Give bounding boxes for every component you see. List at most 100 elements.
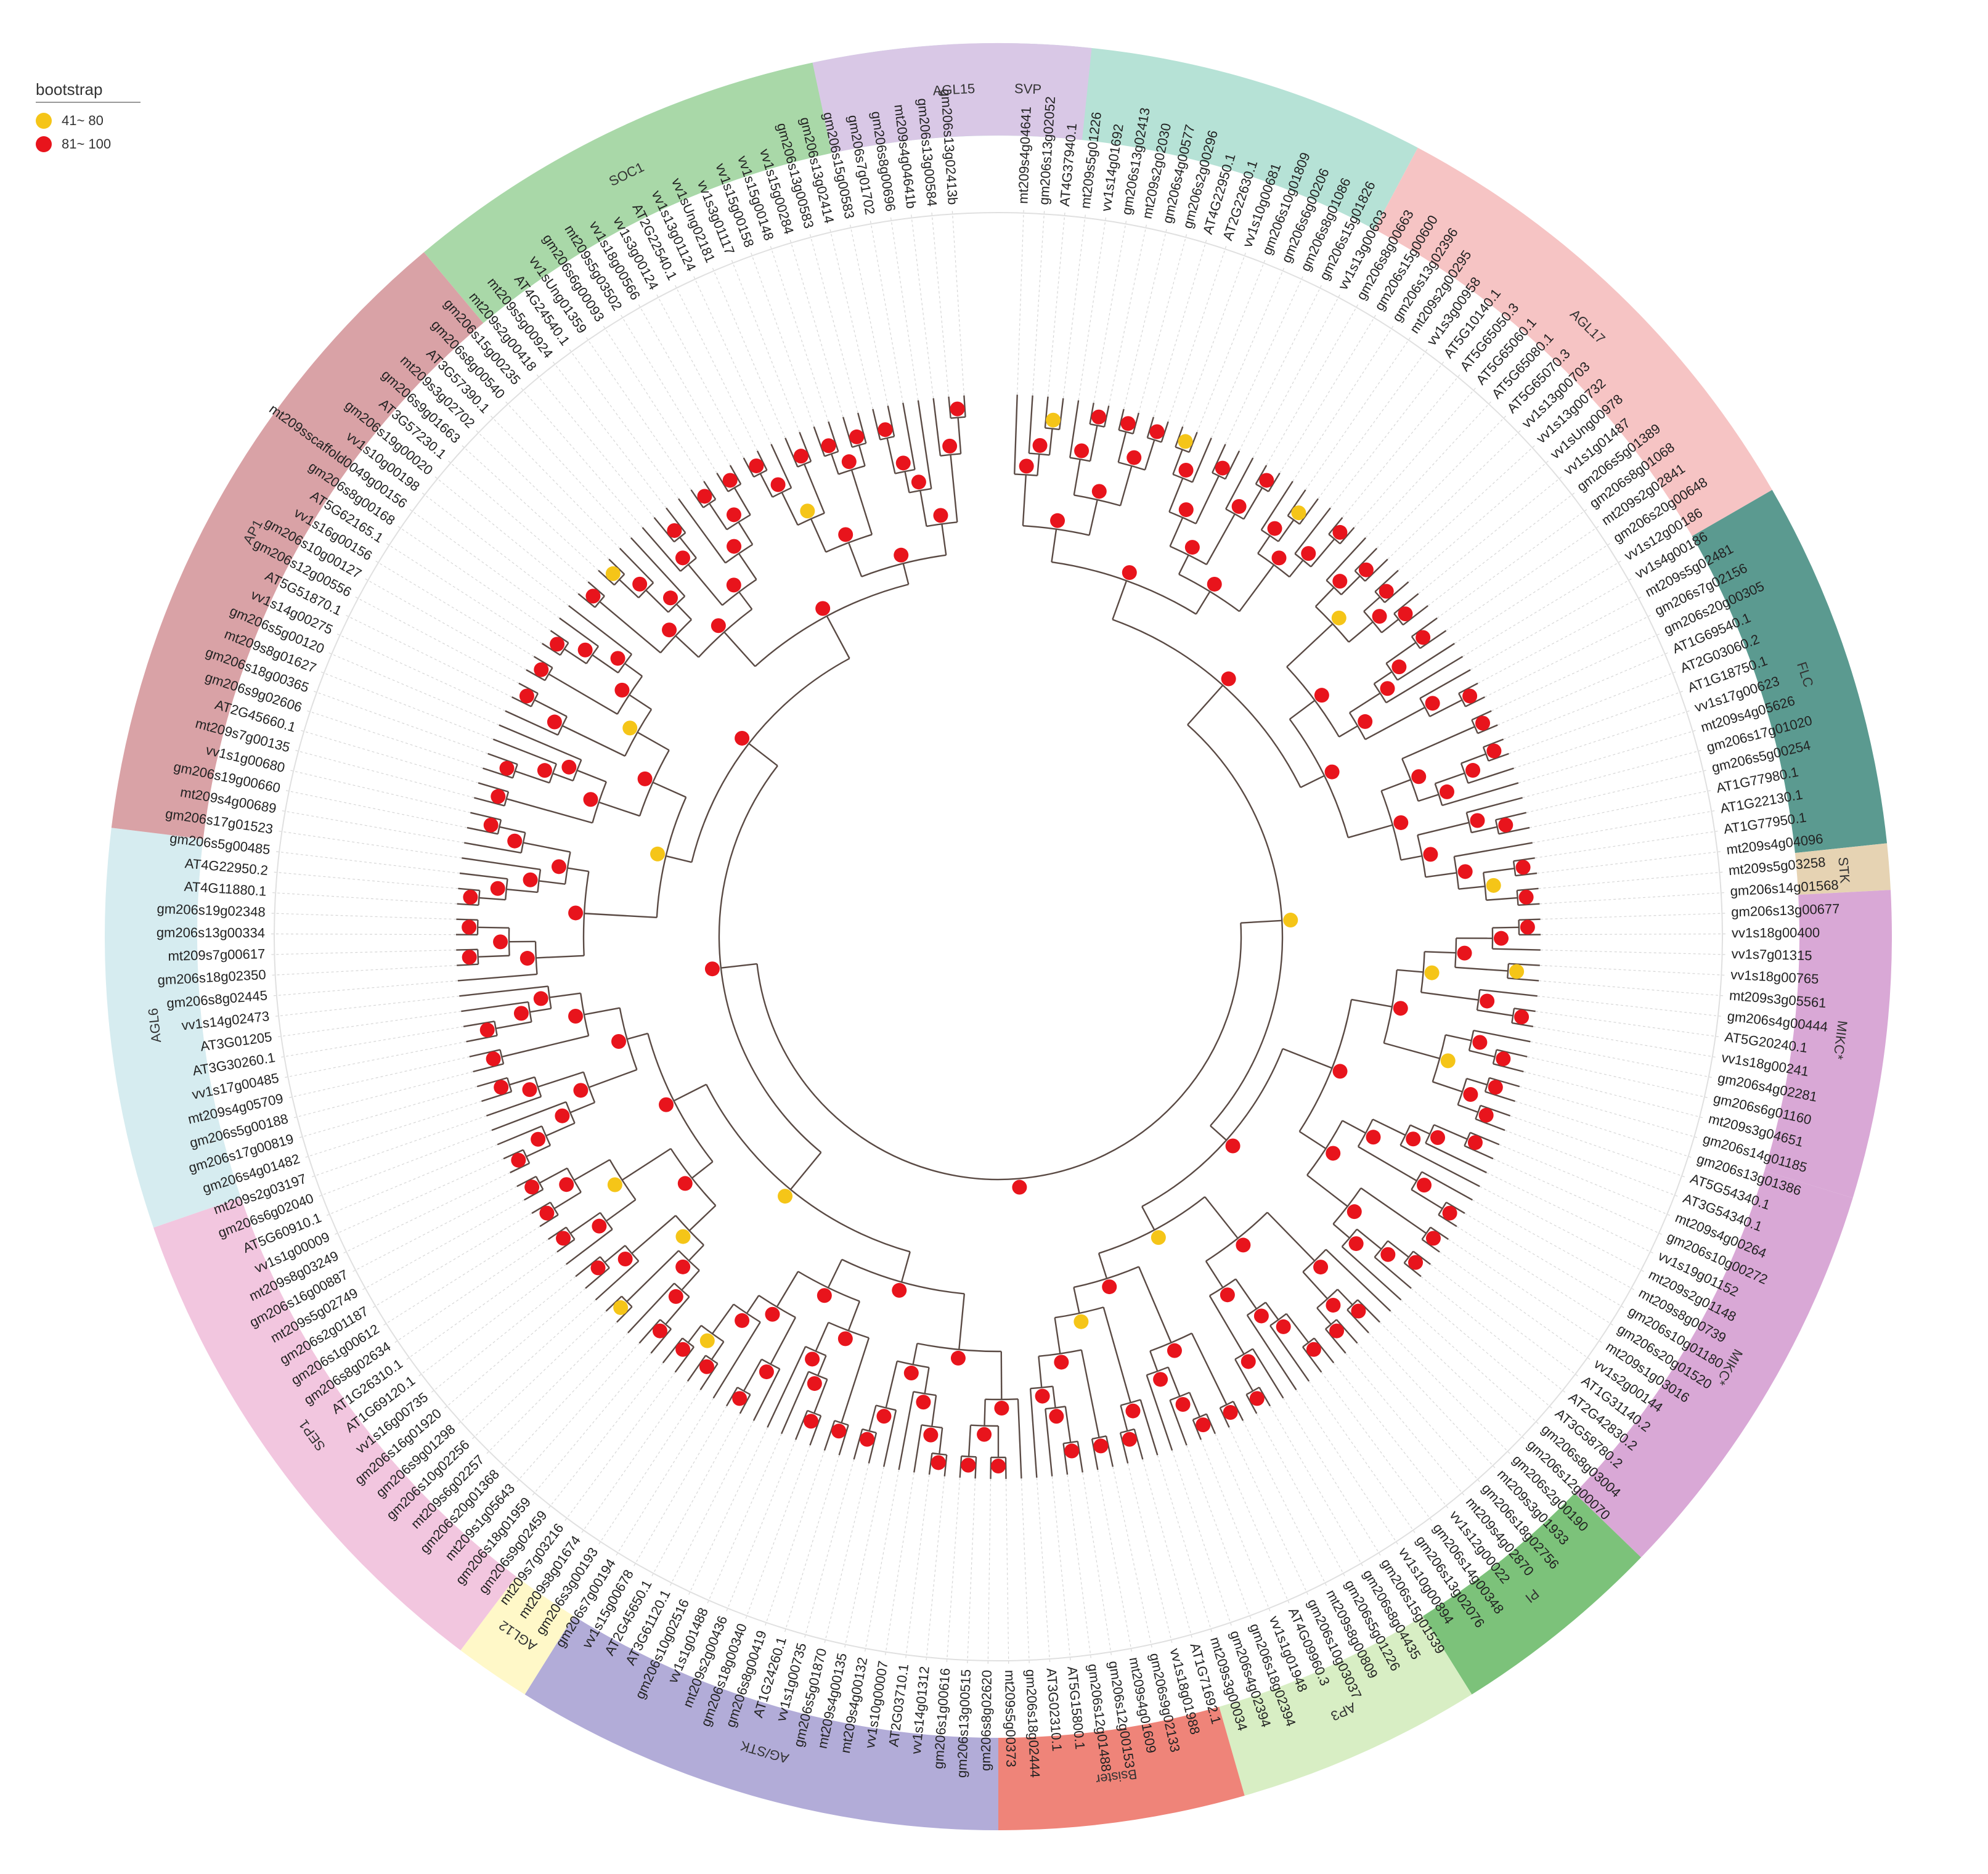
- branch-line: [1120, 465, 1133, 506]
- branch-line: [1421, 1171, 1473, 1201]
- bootstrap-marker-high: [490, 881, 505, 896]
- branch-line: [1189, 1392, 1200, 1417]
- leaf-label: mt209s4g04641: [1015, 107, 1033, 205]
- branch-line: [1339, 527, 1355, 545]
- branch-line: [584, 1007, 620, 1016]
- branch-line: [666, 507, 686, 534]
- guide-line: [1123, 227, 1168, 410]
- branch-line: [1000, 1351, 1003, 1399]
- bootstrap-marker-high: [611, 1033, 627, 1049]
- bootstrap-marker-high: [1314, 688, 1329, 703]
- bootstrap-marker-high: [1425, 696, 1440, 711]
- branch-line: [1332, 1223, 1350, 1239]
- branch-line: [1314, 587, 1335, 608]
- guide-line: [1535, 1011, 1720, 1038]
- guide-line: [471, 1311, 606, 1440]
- bootstrap-marker-high: [931, 1455, 946, 1470]
- branch-line: [1289, 699, 1316, 720]
- branch-line: [1455, 966, 1509, 972]
- guide-line: [1239, 283, 1322, 451]
- guide-line: [1390, 1311, 1526, 1440]
- clade-segment: [1422, 1493, 1642, 1695]
- guide-line: [531, 1353, 651, 1497]
- guide-line: [421, 492, 569, 606]
- branch-line: [474, 797, 505, 807]
- branch-line: [1302, 1346, 1322, 1373]
- guide-line: [633, 1406, 727, 1568]
- bootstrap-marker-high: [617, 1252, 633, 1267]
- clade-segment: [111, 252, 484, 839]
- branch-line: [462, 857, 541, 871]
- guide-line: [725, 1440, 796, 1613]
- guide-line: [864, 1469, 900, 1653]
- guide-line: [1387, 429, 1522, 560]
- branch-line: [858, 445, 866, 466]
- bootstrap-marker-low: [1073, 1314, 1089, 1329]
- bootstrap-marker-high: [479, 1022, 495, 1038]
- guide-line: [1082, 1472, 1112, 1656]
- branch-line: [1138, 1266, 1172, 1343]
- branch-line: [917, 400, 932, 489]
- branch-line: [1401, 855, 1422, 861]
- bootstrap-marker-high: [838, 527, 853, 542]
- branch-line: [770, 444, 792, 489]
- branch-line: [720, 963, 757, 969]
- branch-line: [887, 405, 895, 437]
- guide-line: [1005, 1478, 1009, 1665]
- branch-line: [898, 1391, 915, 1470]
- branch-line: [1364, 706, 1425, 740]
- branch-line: [711, 1341, 725, 1360]
- bootstrap-marker-high: [961, 1457, 976, 1473]
- bootstrap-marker-high: [462, 950, 477, 965]
- branch-line: [1425, 872, 1457, 878]
- bootstrap-marker-high: [675, 550, 690, 566]
- branch-line: [678, 498, 727, 564]
- guide-line: [1017, 208, 1024, 395]
- bootstrap-marker-high: [749, 458, 764, 473]
- guide-line: [1456, 1226, 1615, 1326]
- branch-line: [688, 1244, 704, 1261]
- guide-line: [1539, 980, 1725, 996]
- branch-line: [919, 490, 927, 527]
- bootstrap-marker-high: [1326, 1146, 1341, 1161]
- bootstrap-marker-high: [1122, 565, 1137, 581]
- branch-line: [637, 731, 670, 751]
- bootstrap-marker-high: [1478, 1107, 1494, 1123]
- guide-line: [1365, 401, 1493, 539]
- bootstrap-marker-high: [1393, 815, 1409, 830]
- guide-line: [1229, 1427, 1309, 1596]
- bootstrap-marker-high: [1120, 416, 1136, 431]
- bootstrap-marker-high: [1012, 1179, 1027, 1195]
- branch-line: [1310, 538, 1335, 568]
- branch-line: [686, 1355, 707, 1382]
- bootstrap-marker-high: [1475, 715, 1491, 731]
- guide-line: [1539, 892, 1725, 905]
- branch-line: [1483, 738, 1504, 748]
- branch-line: [872, 409, 881, 440]
- branch-line: [1258, 1387, 1271, 1407]
- guide-line: [274, 995, 460, 1017]
- branch-line: [1471, 710, 1492, 721]
- guide-line: [926, 1476, 945, 1662]
- branch-arc: [718, 765, 822, 1153]
- guide-line: [293, 1071, 473, 1118]
- leaf-label: gm206s13g00677: [1731, 901, 1840, 920]
- bootstrap-marker-high: [804, 1414, 819, 1429]
- bootstrap-marker-high: [1149, 424, 1165, 439]
- branch-line: [1195, 591, 1211, 615]
- bootstrap-marker-high: [675, 1342, 691, 1357]
- bootstrap-marker-high: [1032, 438, 1048, 453]
- branch-line: [1512, 1022, 1534, 1027]
- branch-line: [688, 1205, 717, 1231]
- bootstrap-marker-high: [486, 1051, 501, 1067]
- guide-line: [285, 789, 468, 828]
- branch-line: [1255, 465, 1268, 485]
- bootstrap-marker-high: [1393, 1001, 1408, 1016]
- branch-arc: [647, 1033, 714, 1162]
- clade-ring: [105, 43, 1892, 1830]
- branch-line: [1457, 1104, 1478, 1114]
- clade-segment: [105, 828, 241, 1228]
- branch-line: [1374, 670, 1393, 685]
- bootstrap-marker-high: [1178, 502, 1194, 518]
- branch-line: [621, 1147, 672, 1181]
